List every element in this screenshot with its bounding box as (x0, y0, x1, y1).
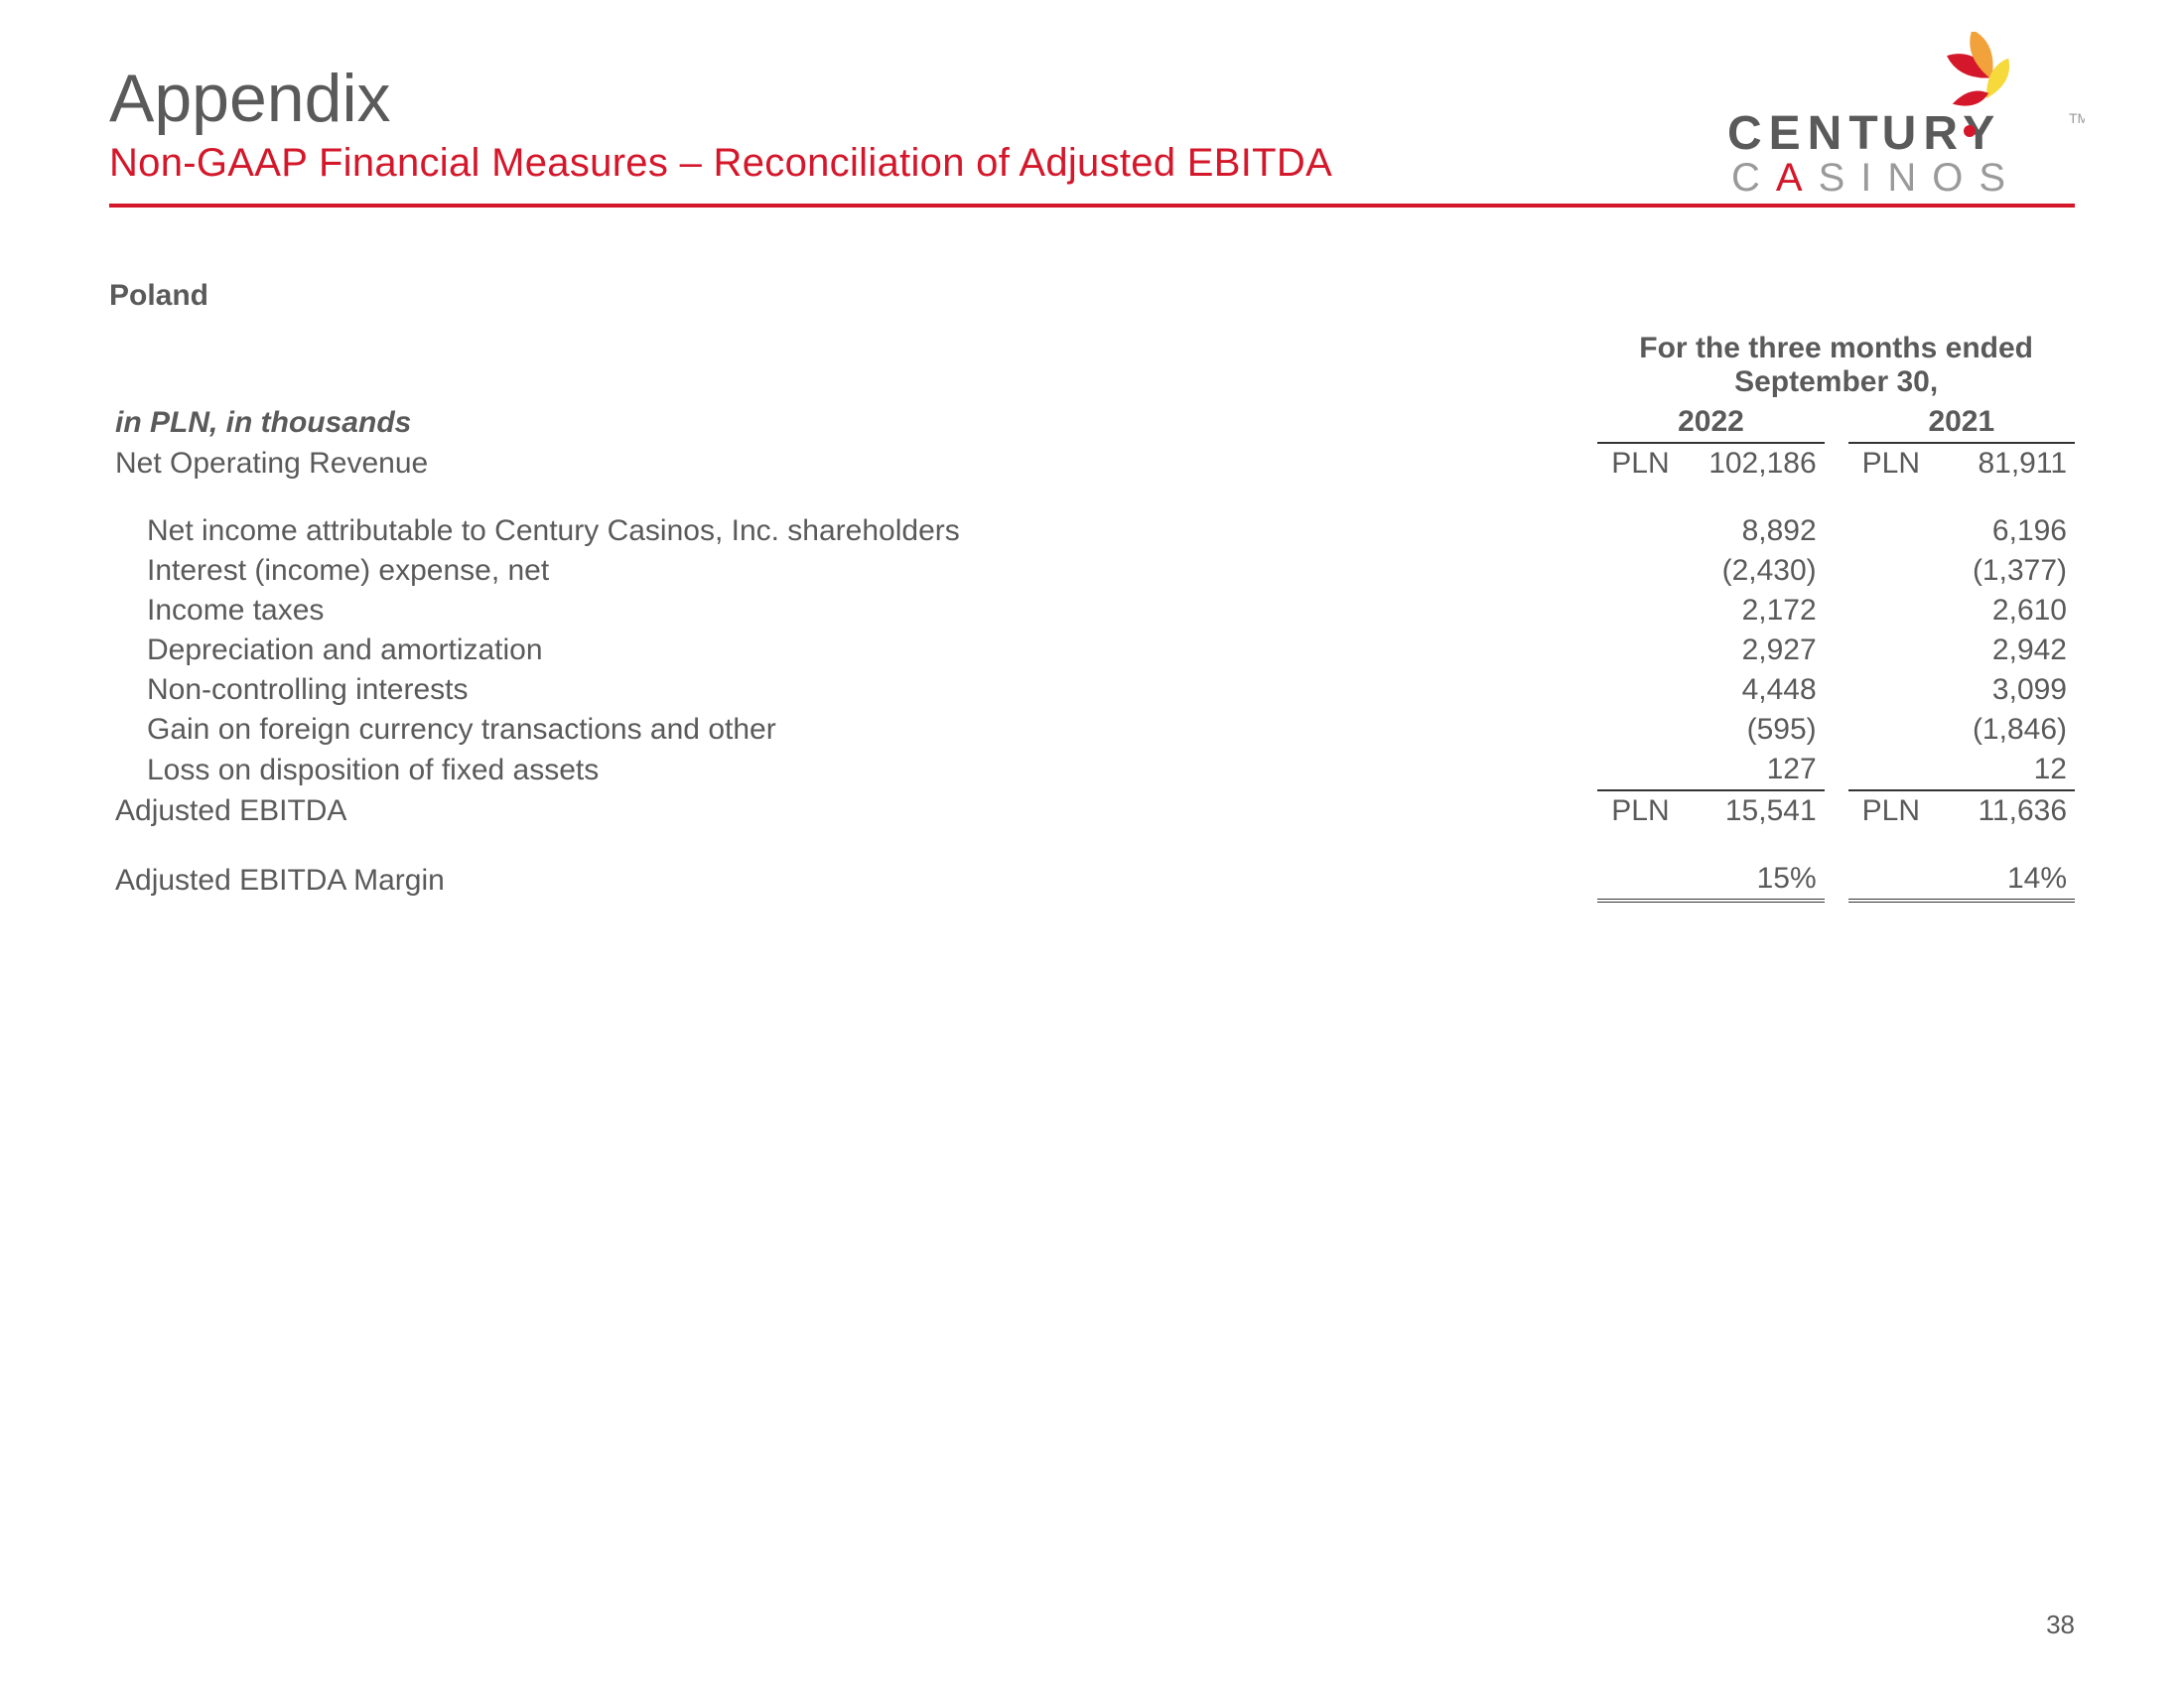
value-nci-2022: 4,448 (1676, 670, 1825, 710)
value-taxes-2021: 2,610 (1926, 591, 2075, 631)
value-net-op-rev-2022: 102,186 (1676, 443, 1825, 484)
logo-text-century: CENTURY (1727, 107, 2001, 160)
row-net-income: Net income attributable to Century Casin… (109, 511, 2075, 551)
label-net-income: Net income attributable to Century Casin… (109, 511, 1597, 551)
page-header: Appendix Non-GAAP Financial Measures – R… (109, 60, 2075, 208)
year-header-row: in PLN, in thousands 2022 2021 (109, 402, 2075, 443)
label-nci: Non-controlling interests (109, 670, 1597, 710)
value-fx-gain-2021: (1,846) (1926, 710, 2075, 750)
value-loss-disp-2021: 12 (1926, 750, 2075, 790)
row-loss-disp: Loss on disposition of fixed assets 127 … (109, 750, 2075, 790)
value-interest-2022: (2,430) (1676, 551, 1825, 591)
row-interest: Interest (income) expense, net (2,430) (… (109, 551, 2075, 591)
row-dep-amort: Depreciation and amortization 2,927 2,94… (109, 631, 2075, 670)
reconciliation-table: For the three months ended September 30,… (109, 329, 2075, 903)
content-area: Poland For the three months ended Septem… (109, 279, 2075, 903)
region-label: Poland (109, 279, 2075, 313)
value-net-income-2021: 6,196 (1926, 511, 2075, 551)
label-taxes: Income taxes (109, 591, 1597, 631)
label-fx-gain: Gain on foreign currency transactions an… (109, 710, 1597, 750)
value-net-income-2022: 8,892 (1676, 511, 1825, 551)
label-interest: Interest (income) expense, net (109, 551, 1597, 591)
value-adj-ebitda-2022: 15,541 (1676, 790, 1825, 831)
currency-label: PLN (1848, 443, 1926, 484)
row-adjusted-ebitda: Adjusted EBITDA PLN 15,541 PLN 11,636 (109, 790, 2075, 831)
century-casinos-logo-icon: CENTURY TM CASINOS (1727, 32, 2085, 201)
row-taxes: Income taxes 2,172 2,610 (109, 591, 2075, 631)
year-2022-header: 2022 (1597, 402, 1824, 443)
row-net-operating-revenue: Net Operating Revenue PLN 102,186 PLN 81… (109, 443, 2075, 484)
period-header: For the three months ended September 30, (1597, 329, 2075, 402)
currency-label: PLN (1597, 790, 1675, 831)
value-loss-disp-2022: 127 (1676, 750, 1825, 790)
logo-text-casinos: CASINOS (1731, 156, 2021, 200)
year-2021-header: 2021 (1848, 402, 2075, 443)
value-nci-2021: 3,099 (1926, 670, 2075, 710)
row-nci: Non-controlling interests 4,448 3,099 (109, 670, 2075, 710)
value-interest-2021: (1,377) (1926, 551, 2075, 591)
row-adjusted-ebitda-margin: Adjusted EBITDA Margin 15% 14% (109, 859, 2075, 901)
currency-label: PLN (1597, 443, 1675, 484)
row-fx-gain: Gain on foreign currency transactions an… (109, 710, 2075, 750)
value-taxes-2022: 2,172 (1676, 591, 1825, 631)
value-dep-amort-2021: 2,942 (1926, 631, 2075, 670)
page-number: 38 (2046, 1610, 2075, 1640)
value-adj-margin-2021: 14% (1926, 859, 2075, 901)
logo-tm: TM (2069, 110, 2085, 126)
label-adj-margin: Adjusted EBITDA Margin (109, 859, 1597, 901)
company-logo: CENTURY TM CASINOS (1727, 32, 2085, 206)
value-net-op-rev-2021: 81,911 (1926, 443, 2075, 484)
value-fx-gain-2022: (595) (1676, 710, 1825, 750)
currency-label: PLN (1848, 790, 1926, 831)
label-adj-ebitda: Adjusted EBITDA (109, 790, 1597, 831)
label-dep-amort: Depreciation and amortization (109, 631, 1597, 670)
value-dep-amort-2022: 2,927 (1676, 631, 1825, 670)
value-adj-margin-2022: 15% (1676, 859, 1825, 901)
period-header-row: For the three months ended September 30, (109, 329, 2075, 402)
value-adj-ebitda-2021: 11,636 (1926, 790, 2075, 831)
units-label: in PLN, in thousands (109, 402, 1597, 443)
label-net-op-rev: Net Operating Revenue (109, 443, 1597, 484)
label-loss-disp: Loss on disposition of fixed assets (109, 750, 1597, 790)
